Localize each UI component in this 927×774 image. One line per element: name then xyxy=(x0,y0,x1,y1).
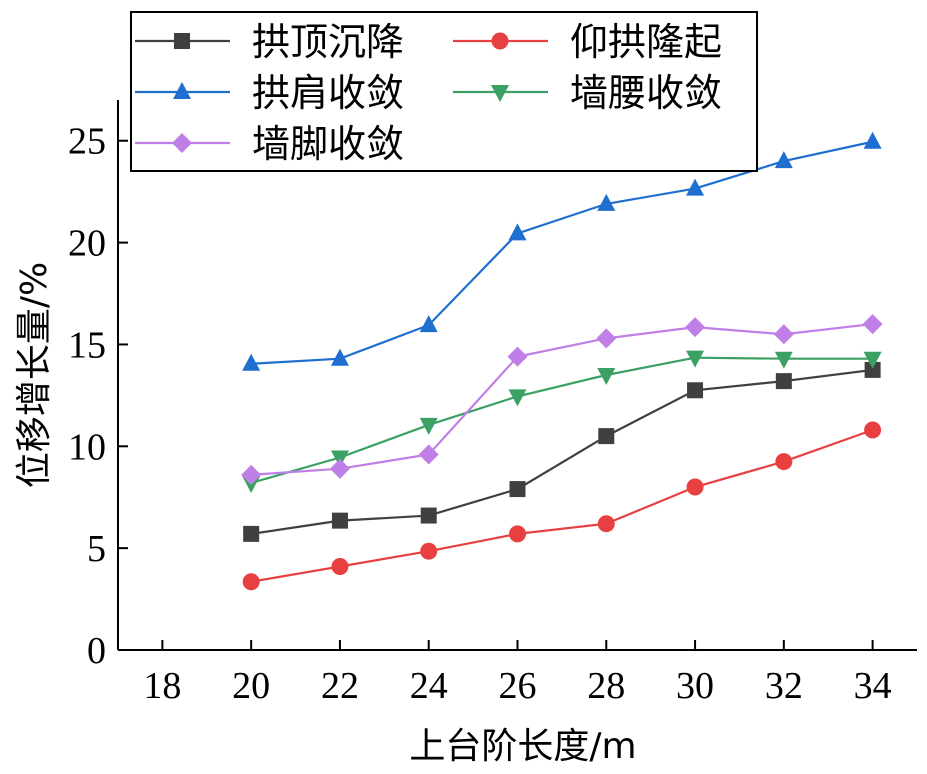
legend-marker xyxy=(172,133,192,153)
data-point xyxy=(241,464,262,485)
data-point xyxy=(864,421,882,439)
series-2 xyxy=(242,421,882,591)
data-point xyxy=(418,444,439,465)
y-tick-label: 10 xyxy=(68,426,106,468)
data-point xyxy=(686,350,705,368)
data-point xyxy=(596,328,617,349)
data-point xyxy=(331,557,349,575)
x-tick-label: 20 xyxy=(232,665,270,707)
data-point xyxy=(686,178,705,196)
x-tick-label: 26 xyxy=(499,665,537,707)
data-point xyxy=(242,353,261,371)
x-tick-label: 32 xyxy=(765,665,803,707)
data-point xyxy=(597,368,616,385)
series-line xyxy=(251,322,873,476)
data-point xyxy=(329,458,350,479)
series-line xyxy=(251,368,873,535)
data-point xyxy=(509,525,526,543)
data-point xyxy=(331,512,348,529)
data-point xyxy=(420,507,437,524)
data-point xyxy=(686,478,704,496)
legend-item: 拱顶沉降 xyxy=(135,20,404,64)
legend-marker xyxy=(491,32,509,50)
data-point xyxy=(419,417,438,435)
y-tick-label: 20 xyxy=(68,223,106,265)
data-point xyxy=(863,131,882,149)
legend-label: 墙脚收敛 xyxy=(252,122,404,166)
legend-label: 墙腰收敛 xyxy=(570,71,722,115)
legend-marker xyxy=(491,85,509,102)
series-line xyxy=(250,428,873,583)
data-point xyxy=(773,324,794,345)
x-tick-label: 24 xyxy=(410,665,448,707)
x-tick-label: 18 xyxy=(143,665,181,707)
data-point xyxy=(243,525,260,542)
y-tick-label: 5 xyxy=(87,528,106,570)
legend-marker xyxy=(173,82,191,99)
data-point xyxy=(508,223,527,241)
x-tick-label: 34 xyxy=(854,665,892,707)
legend-box xyxy=(130,11,758,172)
series-line xyxy=(250,356,873,485)
data-point xyxy=(862,314,883,335)
x-tick-label: 28 xyxy=(587,665,625,707)
data-point xyxy=(775,453,793,471)
data-point xyxy=(330,348,349,366)
data-point xyxy=(774,151,793,169)
legend-item: 墙腰收敛 xyxy=(453,71,722,115)
legend-label: 仰拱隆起 xyxy=(570,20,722,64)
data-point xyxy=(242,573,260,591)
data-point xyxy=(507,346,528,367)
data-point xyxy=(775,373,792,390)
series-3 xyxy=(242,131,882,371)
data-point xyxy=(687,382,704,399)
y-tick-label: 0 xyxy=(87,630,106,672)
legend-item: 仰拱隆起 xyxy=(453,20,722,64)
data-point xyxy=(864,361,881,378)
series-layer xyxy=(241,131,883,591)
data-point xyxy=(863,351,882,369)
data-point xyxy=(509,481,526,498)
series-5 xyxy=(241,314,883,485)
legend-marker xyxy=(174,33,190,49)
data-point xyxy=(774,351,793,369)
data-point xyxy=(597,193,616,211)
legend-item: 拱肩收敛 xyxy=(135,71,404,115)
legend-label: 拱顶沉降 xyxy=(252,20,404,64)
axes: 18 20 22 24 26 28 30 32 34 0 5 10 15 20 25 xyxy=(68,100,917,707)
data-point xyxy=(508,389,527,407)
x-axis-title: 上台阶长度/m xyxy=(409,726,636,767)
y-tick-label: 25 xyxy=(68,121,106,163)
y-tick-label: 15 xyxy=(68,324,106,366)
series-1 xyxy=(243,361,881,542)
legend-item: 墙脚收敛 xyxy=(135,122,404,166)
x-tick-label: 30 xyxy=(676,665,714,707)
series-line xyxy=(251,140,873,365)
data-point xyxy=(597,515,615,533)
legend-label: 拱肩收敛 xyxy=(252,71,404,115)
data-point xyxy=(420,542,438,560)
data-point xyxy=(419,315,438,333)
y-axis-title: 位移增长量/% xyxy=(14,262,55,488)
x-tick-label: 22 xyxy=(321,665,359,707)
data-point xyxy=(598,428,615,445)
data-point xyxy=(685,317,706,338)
